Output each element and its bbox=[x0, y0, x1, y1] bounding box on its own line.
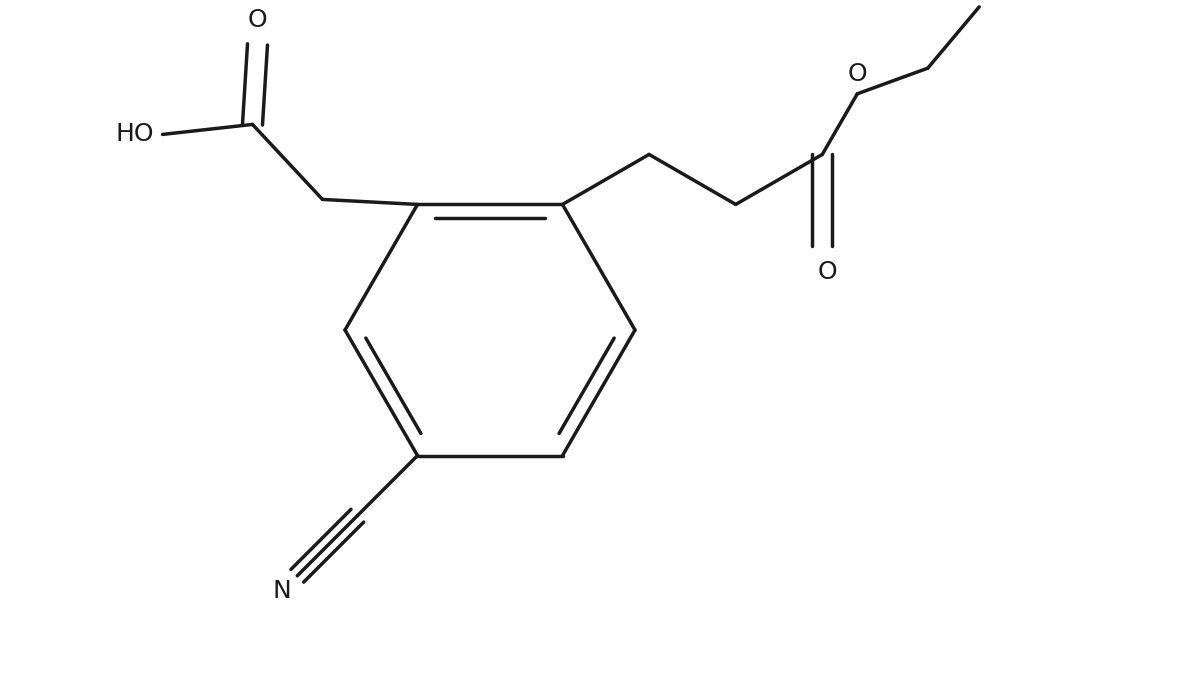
Text: O: O bbox=[818, 261, 837, 285]
Text: O: O bbox=[847, 62, 868, 86]
Text: N: N bbox=[273, 579, 292, 603]
Text: O: O bbox=[248, 8, 268, 32]
Text: HO: HO bbox=[115, 122, 155, 146]
